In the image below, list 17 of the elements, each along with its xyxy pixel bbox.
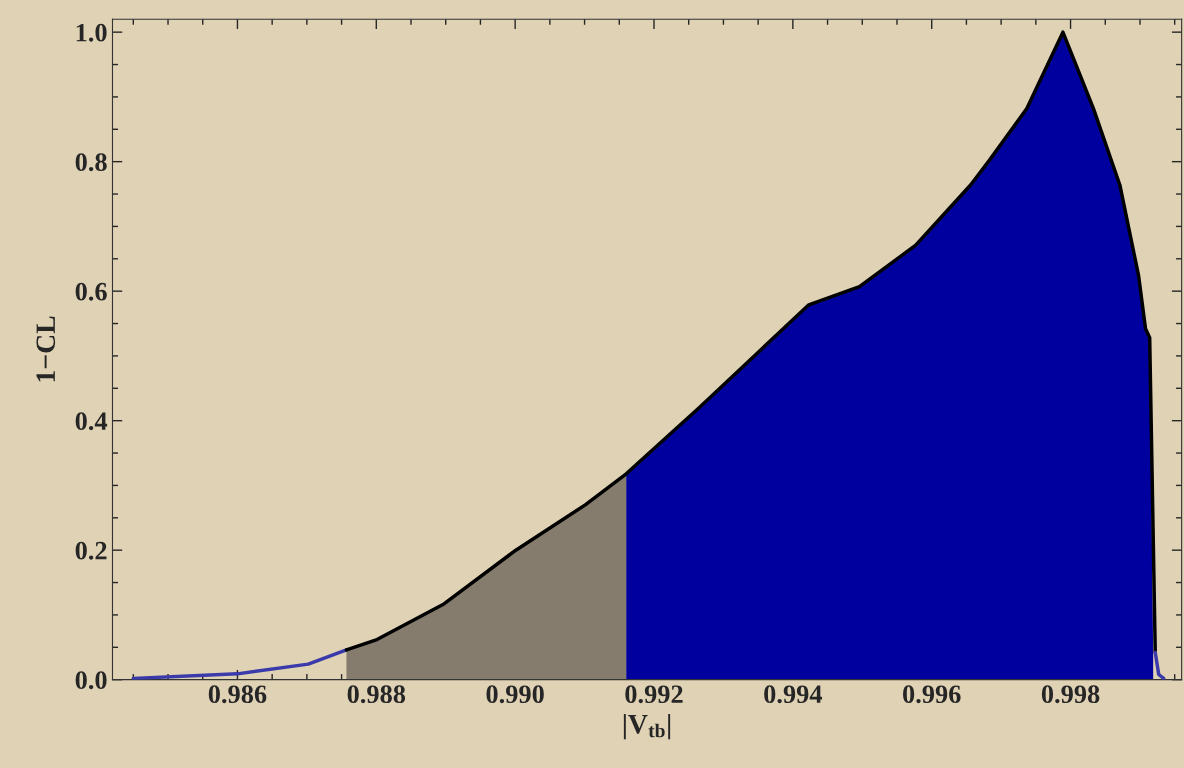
x-tick-label: 0.988 bbox=[347, 685, 406, 704]
y-tick-label: 0.2 bbox=[75, 541, 107, 560]
x-tick-label: 0.990 bbox=[486, 685, 544, 704]
line-series bbox=[131, 648, 349, 680]
y-tick-label: 0.6 bbox=[75, 282, 107, 301]
y-tick-label: 0.8 bbox=[75, 153, 107, 172]
line-series bbox=[344, 30, 1157, 655]
y-tick-label: 1.0 bbox=[76, 23, 107, 42]
x-axis-title: |V$_{tb}$| bbox=[623, 714, 671, 740]
y-tick-label: 0.0 bbox=[75, 671, 107, 690]
x-tick-label: 0.998 bbox=[1041, 685, 1100, 704]
y-axis-title: 1−CL bbox=[36, 316, 56, 382]
x-tick-label: 0.996 bbox=[903, 685, 961, 704]
x-tick-label: 0.986 bbox=[208, 685, 267, 704]
x-tick-label: 0.992 bbox=[625, 685, 683, 704]
x-tick-label: 0.994 bbox=[764, 685, 823, 704]
y-tick-label: 0.4 bbox=[75, 412, 108, 431]
